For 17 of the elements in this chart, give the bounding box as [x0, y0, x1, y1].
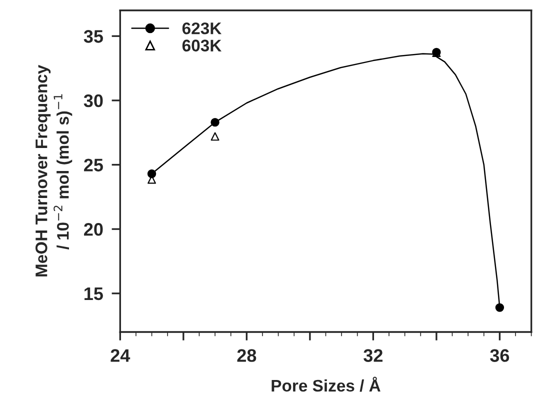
point	[210, 132, 220, 141]
point	[210, 118, 220, 127]
y-tick-label: 20	[84, 223, 103, 236]
legend-label: 603K	[182, 40, 222, 52]
point	[495, 303, 504, 312]
y-tick-label: 35	[84, 30, 103, 43]
y-tick-label: 15	[84, 288, 103, 300]
x-tick-label: 28	[237, 349, 256, 362]
y-tick-label: 25	[84, 158, 103, 172]
point	[147, 169, 156, 178]
y-tick-label: 30	[84, 94, 103, 108]
x-axis-title: Pore Sizes / Å	[272, 376, 380, 392]
legend-label: 623K	[182, 22, 222, 34]
x-tick-label: 36	[490, 349, 510, 362]
x-tick-label: 24	[110, 349, 130, 362]
y-axis-title: MeOH Turnover Frequency / 10$^{−2}$ mol (mol s)$^{−1}$	[35, 64, 72, 276]
x-tick-label: 32	[364, 349, 383, 362]
